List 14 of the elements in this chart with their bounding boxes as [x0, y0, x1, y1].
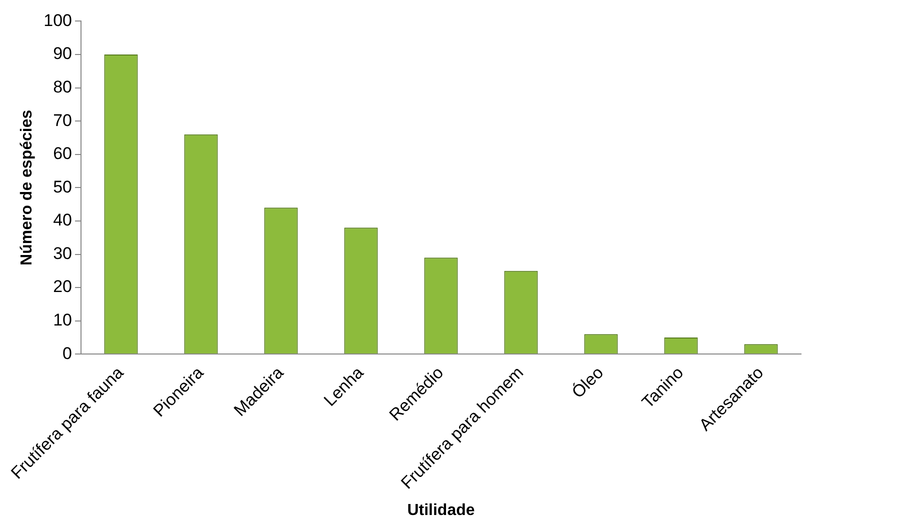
y-tick-label: 100	[44, 10, 72, 30]
y-tick-label: 30	[53, 244, 72, 263]
y-axis-title: Número de espécies	[18, 110, 36, 266]
y-tick-label: 60	[53, 144, 72, 164]
x-axis-title: Utilidade	[407, 502, 475, 519]
y-tick-label: 80	[53, 77, 72, 96]
y-tick-label: 10	[53, 310, 72, 330]
y-tick-label: 0	[62, 344, 72, 363]
y-tick-label: 50	[53, 177, 72, 196]
x-tick-label: Óleo	[568, 363, 608, 402]
y-tick-label: 20	[53, 277, 72, 296]
y-tick-label: 70	[53, 110, 72, 130]
y-tick-label: 40	[53, 210, 72, 230]
y-tick-label: 90	[53, 44, 72, 64]
